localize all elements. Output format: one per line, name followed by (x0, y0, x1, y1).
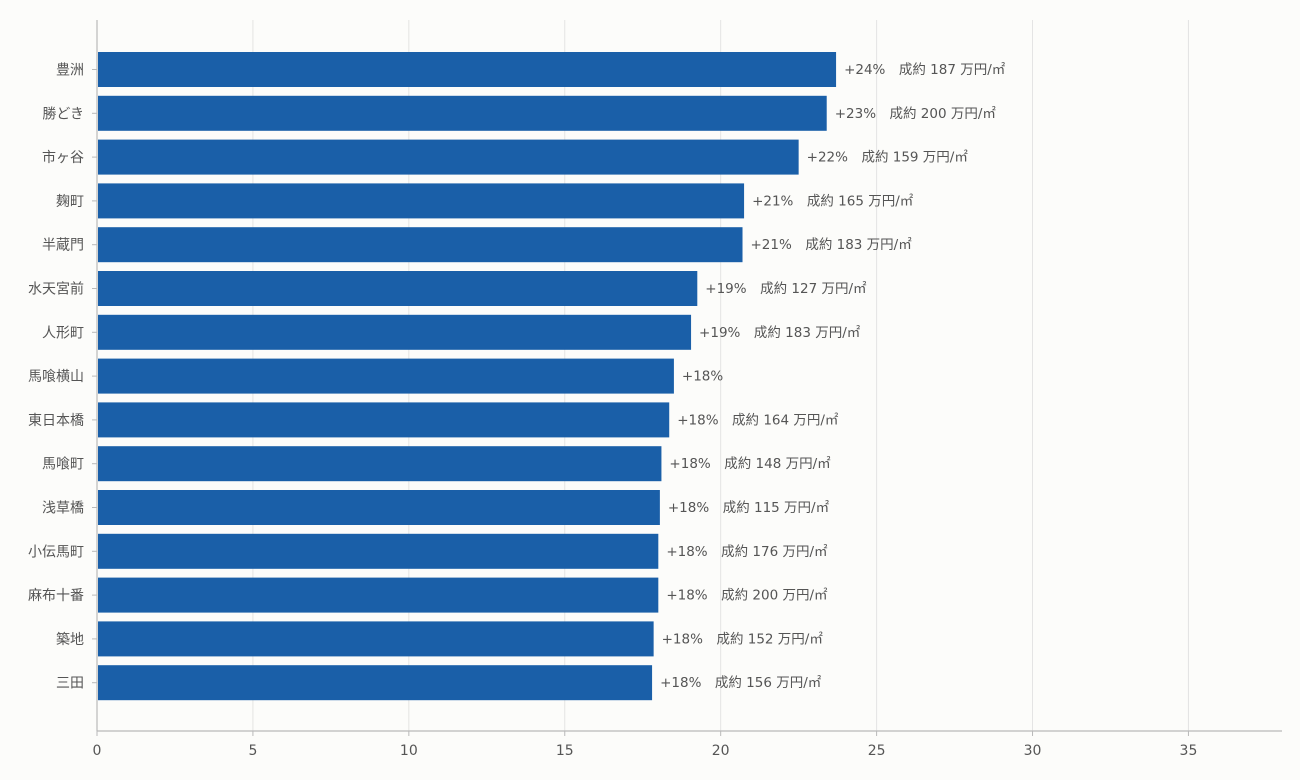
category-label: 人形町 (42, 325, 84, 341)
x-tick-label: 0 (93, 743, 102, 759)
data-label: +18% 成約 148 万円/㎡ (669, 456, 831, 472)
bar (98, 446, 662, 482)
bar (98, 314, 692, 350)
bars (98, 52, 837, 701)
bar (98, 621, 654, 657)
category-label: 麻布十番 (28, 588, 84, 604)
category-label: 馬喰横山 (28, 369, 84, 385)
bar (98, 227, 743, 263)
category-label: 麹町 (56, 193, 84, 210)
category-label: 馬喰町 (42, 457, 84, 473)
data-label: +24% 成約 187 万円/㎡ (844, 62, 1006, 78)
bar (98, 577, 659, 613)
category-label: 豊洲 (56, 63, 84, 79)
data-labels: +24% 成約 187 万円/㎡ +23% 成約 200 万円/㎡ +22% 成約 … (660, 62, 1006, 691)
data-label: +18% 成約 164 万円/㎡ (677, 412, 839, 428)
data-label: +19% 成約 127 万円/㎡ (705, 281, 867, 297)
bar (98, 358, 674, 394)
x-tick-label: 10 (400, 743, 418, 759)
data-label: +22% 成約 159 万円/㎡ (807, 150, 969, 166)
x-tick-label: 35 (1180, 743, 1198, 759)
bar (98, 665, 653, 701)
x-axis-ticks: 0 5 10 15 20 25 30 35 (93, 731, 1198, 759)
data-label: +18% 成約 152 万円/㎡ (662, 631, 824, 647)
data-label: +18% 成約 156 万円/㎡ (660, 675, 822, 691)
data-label: +23% 成約 200 万円/㎡ (835, 106, 997, 122)
category-label: 浅草橋 (42, 501, 84, 517)
category-label: 市ヶ谷 (42, 149, 84, 166)
data-label: +19% 成約 183 万円/㎡ (699, 325, 861, 341)
bar (98, 139, 799, 175)
bar (98, 490, 660, 525)
x-tick-label: 20 (712, 743, 730, 759)
data-label: +18% (682, 369, 723, 385)
data-label: +18% 成約 200 万円/㎡ (666, 588, 828, 604)
bar (98, 95, 827, 131)
bar (98, 402, 670, 438)
bar (98, 183, 745, 219)
category-label: 勝どき (42, 106, 84, 122)
data-label: +18% 成約 115 万円/㎡ (668, 500, 830, 516)
x-tick-label: 25 (868, 743, 886, 759)
bar (98, 271, 698, 306)
category-label: 三田 (56, 676, 84, 692)
bar (98, 533, 659, 569)
bar (98, 52, 837, 87)
category-labels: 豊洲勝どき市ヶ谷麹町半蔵門水天宮前人形町馬喰横山東日本橋馬喰町浅草橋小伝馬町麻布… (28, 63, 97, 692)
data-label: +21% 成約 165 万円/㎡ (752, 193, 914, 209)
x-tick-label: 30 (1024, 743, 1042, 759)
data-label: +21% 成約 183 万円/㎡ (751, 237, 913, 253)
data-label: +18% 成約 176 万円/㎡ (666, 544, 828, 560)
category-label: 水天宮前 (28, 281, 84, 298)
category-label: 築地 (56, 632, 84, 648)
x-tick-label: 5 (248, 743, 257, 759)
x-tick-label: 15 (556, 743, 574, 759)
category-label: 東日本橋 (28, 413, 84, 429)
category-label: 小伝馬町 (28, 544, 84, 560)
category-label: 半蔵門 (42, 238, 84, 254)
